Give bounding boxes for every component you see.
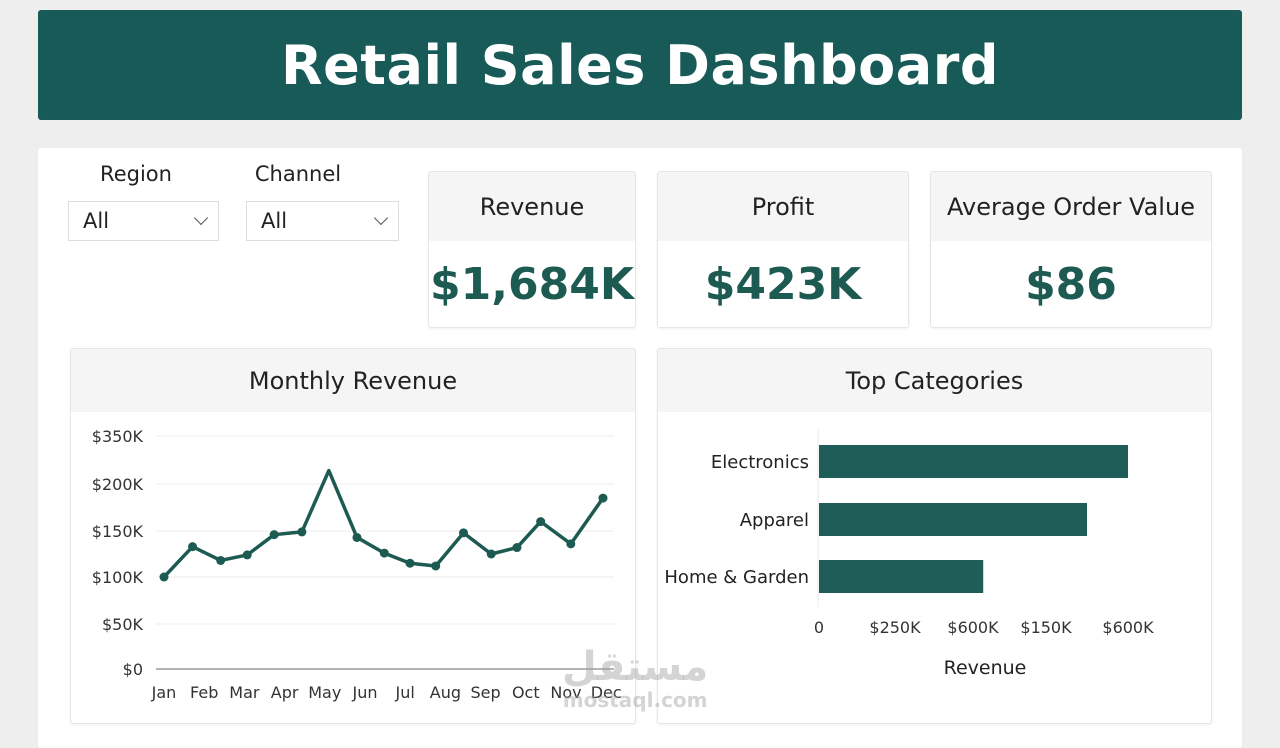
y-tick-label: $150K bbox=[92, 522, 144, 541]
data-point bbox=[159, 572, 169, 582]
x-tick-label: May bbox=[308, 683, 341, 702]
y-tick-label: $0 bbox=[123, 660, 143, 679]
region-filter-label: Region bbox=[100, 162, 172, 186]
chart-title: Monthly Revenue bbox=[71, 349, 635, 412]
y-tick-label: $350K bbox=[92, 427, 144, 446]
data-point bbox=[379, 548, 389, 558]
x-tick-label: 0 bbox=[814, 618, 824, 637]
data-point bbox=[242, 550, 252, 560]
kpi-label: Average Order Value bbox=[931, 172, 1211, 241]
x-tick-label: Jan bbox=[151, 683, 177, 702]
category-label: Apparel bbox=[740, 510, 809, 531]
data-point bbox=[512, 543, 522, 553]
x-tick-label: $150K bbox=[1020, 618, 1072, 637]
channel-select-value: All bbox=[261, 209, 288, 233]
dashboard-header: Retail Sales Dashboard bbox=[38, 10, 1242, 120]
x-tick-label: Dec bbox=[591, 683, 622, 702]
x-axis-title: Revenue bbox=[944, 657, 1027, 679]
monthly-revenue-card: Monthly Revenue $0 $50K $100K $150K $200K $35… bbox=[70, 348, 636, 724]
category-label: Electronics bbox=[711, 452, 809, 473]
data-point bbox=[352, 532, 362, 542]
data-point bbox=[598, 493, 608, 503]
x-tick-label: Apr bbox=[271, 683, 299, 702]
data-point bbox=[216, 555, 226, 565]
category-label: Home & Garden bbox=[664, 567, 809, 588]
kpi-card-average-order-value: Average Order Value $86 bbox=[930, 171, 1212, 328]
chevron-down-icon bbox=[373, 210, 389, 226]
data-point bbox=[458, 528, 468, 538]
kpi-value: $86 bbox=[1025, 258, 1117, 310]
data-point bbox=[566, 539, 576, 549]
data-point bbox=[405, 558, 415, 568]
kpi-label: Revenue bbox=[429, 172, 635, 241]
data-point bbox=[431, 561, 441, 571]
page-title: Retail Sales Dashboard bbox=[280, 33, 999, 97]
x-tick-label: Sep bbox=[471, 683, 501, 702]
top-categories-chart: Electronics Apparel Home & Garden 0 $250K $60… bbox=[664, 429, 1154, 679]
chevron-down-icon bbox=[193, 210, 209, 226]
kpi-card-revenue: Revenue $1,684K bbox=[428, 171, 636, 328]
bar bbox=[819, 503, 1087, 536]
x-tick-label: $600K bbox=[947, 618, 999, 637]
x-tick-label: Oct bbox=[512, 683, 540, 702]
x-tick-label: Nov bbox=[550, 683, 581, 702]
bar bbox=[819, 560, 984, 593]
kpi-value: $423K bbox=[704, 258, 862, 310]
data-point bbox=[297, 527, 307, 537]
y-tick-label: $100K bbox=[92, 568, 144, 587]
y-tick-label: $200K bbox=[92, 475, 144, 494]
y-tick-label: $50K bbox=[102, 615, 144, 634]
data-point bbox=[188, 542, 198, 552]
x-tick-label: Jul bbox=[395, 683, 415, 702]
kpi-label: Profit bbox=[658, 172, 908, 241]
x-tick-label: $600K bbox=[1102, 618, 1154, 637]
bar bbox=[819, 445, 1128, 478]
data-point bbox=[486, 549, 496, 559]
x-tick-label: Feb bbox=[190, 683, 218, 702]
top-categories-card: Top Categories Electronics Apparel Home & … bbox=[657, 348, 1212, 724]
region-select-value: All bbox=[83, 209, 110, 233]
channel-select[interactable]: All bbox=[246, 201, 399, 241]
data-point bbox=[269, 530, 279, 540]
kpi-card-profit: Profit $423K bbox=[657, 171, 909, 328]
x-tick-label: $250K bbox=[869, 618, 921, 637]
data-point bbox=[536, 517, 546, 527]
chart-title: Top Categories bbox=[658, 349, 1211, 412]
x-tick-label: Mar bbox=[229, 683, 260, 702]
kpi-value: $1,684K bbox=[430, 258, 634, 310]
x-tick-label: Jun bbox=[352, 683, 378, 702]
monthly-revenue-chart: $0 $50K $100K $150K $200K $350K Jan Feb Mar Apr Ma… bbox=[92, 427, 622, 702]
channel-filter-label: Channel bbox=[254, 162, 342, 186]
region-select[interactable]: All bbox=[68, 201, 219, 241]
x-tick-label: Aug bbox=[430, 683, 461, 702]
